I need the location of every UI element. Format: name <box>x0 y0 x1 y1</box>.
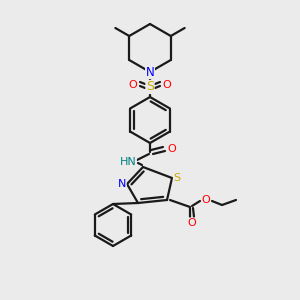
Text: N: N <box>118 179 126 189</box>
Text: N: N <box>146 65 154 79</box>
Text: O: O <box>202 195 210 205</box>
Text: HN: HN <box>120 157 136 167</box>
Text: S: S <box>173 173 181 183</box>
Text: O: O <box>188 218 196 228</box>
Text: S: S <box>146 80 154 94</box>
Text: O: O <box>168 144 176 154</box>
Text: O: O <box>129 80 137 90</box>
Text: O: O <box>163 80 171 90</box>
